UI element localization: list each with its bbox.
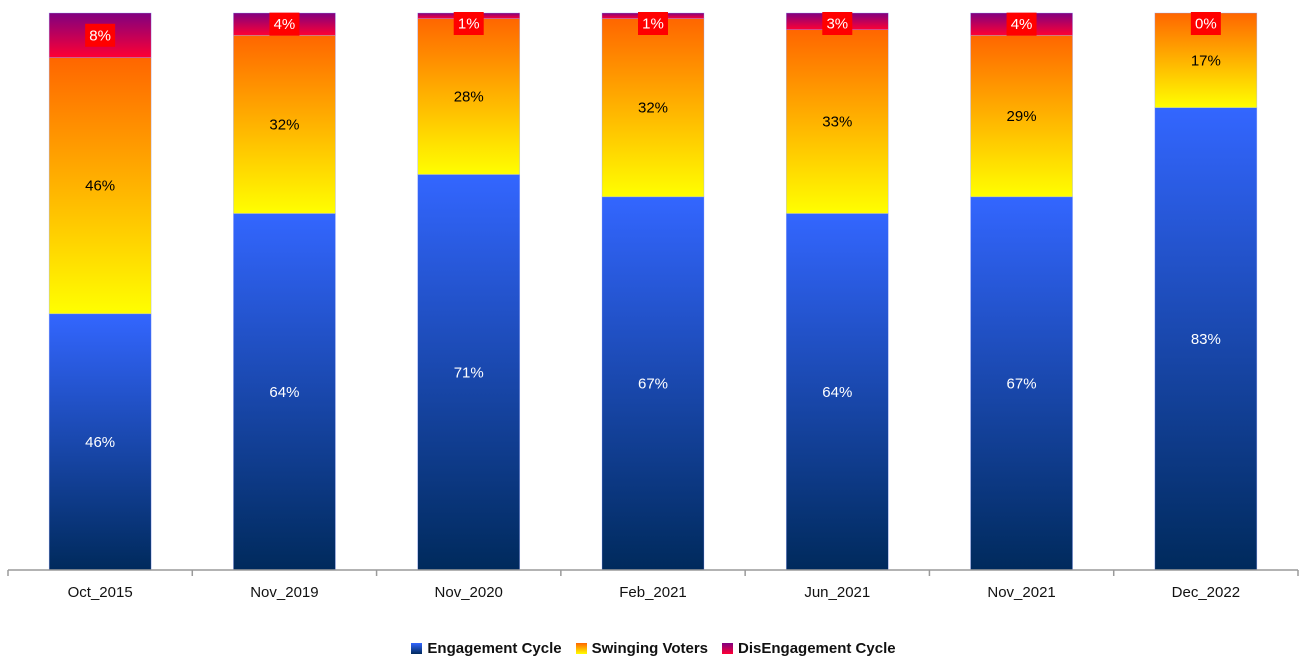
- stacked-bar-chart: 46% 46% 8% 64% 32% 4% 71% 28% 1% 67% 32% 1% 64% 33% 3%…: [7, 12, 1299, 601]
- x-tick-label: Nov_2020: [435, 584, 503, 601]
- data-label-box-disengagement: [1006, 12, 1037, 36]
- x-tick-label: Feb_2021: [619, 584, 687, 601]
- legend-label-disengagement: DisEngagement Cycle: [738, 639, 896, 657]
- bar-stack: 67% 29% 4%: [970, 12, 1073, 571]
- data-label-box-disengagement: [822, 12, 853, 35]
- data-label-engagement: 71%: [454, 364, 484, 381]
- data-label-disengagement: 1%: [458, 16, 480, 33]
- bar-stack: 67% 32% 1%: [601, 12, 705, 571]
- legend-item-swinging: Swinging Voters: [575, 639, 709, 657]
- data-label-swinging: 46%: [85, 178, 115, 195]
- bar-segment-engagement: [970, 196, 1073, 571]
- legend: Engagement Cycle Swinging Voters DisEnga…: [0, 636, 1307, 660]
- data-label-engagement: 83%: [1191, 331, 1221, 348]
- bars-group: 46% 46% 8% 64% 32% 4% 71% 28% 1% 67% 32% 1% 64% 33% 3%…: [48, 12, 1258, 571]
- bar-segment-engagement: [601, 196, 705, 571]
- data-label-disengagement: 8%: [89, 27, 111, 44]
- data-label-box-disengagement: [638, 12, 668, 35]
- bar-segment-swinging: [48, 57, 152, 315]
- bar-segment-swinging: [601, 18, 705, 198]
- bar-segment-swinging: [970, 34, 1073, 198]
- data-label-engagement: 64%: [822, 384, 852, 401]
- legend-swatch-swinging: [575, 642, 587, 654]
- data-label-box-disengagement: [269, 12, 300, 36]
- data-label-disengagement: 1%: [642, 16, 664, 33]
- data-label-engagement: 64%: [269, 384, 299, 401]
- bar-stack: 64% 33% 3%: [785, 12, 889, 571]
- data-label-swinging: 29%: [1007, 108, 1037, 125]
- legend-swatch-engagement: [411, 642, 423, 654]
- data-label-box-disengagement: [1190, 12, 1221, 35]
- x-tick-label: Dec_2022: [1172, 584, 1240, 601]
- bar-stack: 71% 28% 1%: [417, 12, 521, 571]
- data-label-swinging: 28%: [454, 89, 484, 106]
- data-label-box-disengagement: [85, 23, 116, 47]
- bar-stack: 46% 46% 8%: [48, 12, 152, 571]
- bar-segment-engagement: [1154, 107, 1258, 571]
- data-label-disengagement: 4%: [1011, 16, 1033, 33]
- data-label-swinging: 33%: [822, 114, 852, 131]
- data-label-engagement: 46%: [85, 434, 115, 451]
- bar-segment-engagement: [417, 174, 521, 571]
- legend-label-swinging: Swinging Voters: [591, 639, 709, 657]
- data-label-swinging: 32%: [269, 116, 299, 133]
- x-tick-label: Oct_2015: [68, 584, 133, 601]
- data-label-swinging: 17%: [1191, 52, 1221, 69]
- bar-segment-engagement: [233, 213, 336, 571]
- x-tick-label: Nov_2019: [250, 584, 318, 601]
- bar-stack: 64% 32% 4%: [233, 12, 336, 571]
- bar-segment-engagement: [48, 313, 152, 571]
- legend-item-engagement: Engagement Cycle: [411, 639, 562, 657]
- legend-label-engagement: Engagement Cycle: [427, 639, 562, 657]
- data-label-disengagement: 0%: [1195, 16, 1217, 33]
- data-label-engagement: 67%: [638, 375, 668, 392]
- legend-swatch-disengagement: [722, 642, 734, 654]
- legend-item-disengagement: DisEngagement Cycle: [722, 640, 896, 657]
- x-tick-label: Jun_2021: [804, 584, 870, 601]
- bar-segment-swinging: [417, 18, 521, 175]
- bar-segment-engagement: [785, 213, 889, 571]
- data-label-engagement: 67%: [1007, 375, 1037, 392]
- data-label-box-disengagement: [453, 12, 484, 35]
- data-label-disengagement: 3%: [826, 16, 848, 33]
- bar-stack: 83% 17% 0%: [1154, 12, 1258, 571]
- data-label-disengagement: 4%: [274, 16, 296, 33]
- x-axis: Oct_2015 Nov_2019 Nov_2020 Feb_2021 Jun_2021…: [7, 569, 1299, 601]
- x-tick-label: Nov_2021: [987, 584, 1055, 601]
- data-label-swinging: 32%: [638, 100, 668, 117]
